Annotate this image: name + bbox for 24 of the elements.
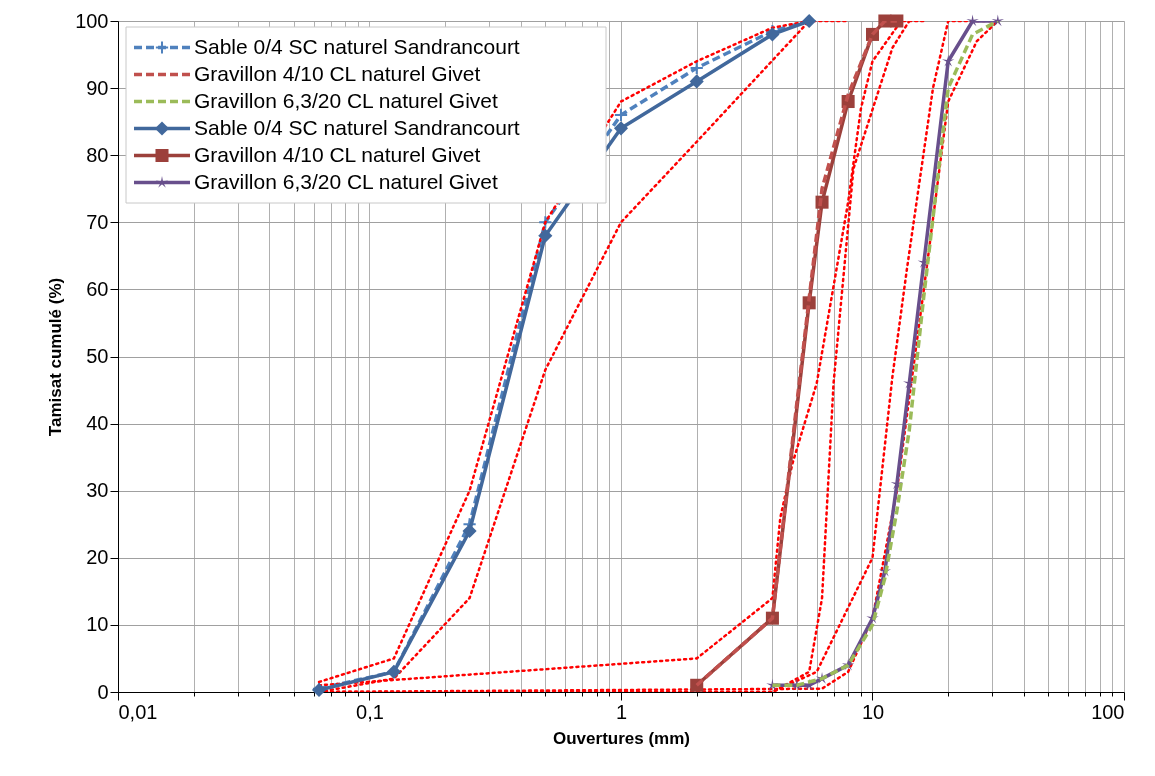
y-tick-label: 90 xyxy=(86,76,109,99)
x-tick-label: 1 xyxy=(615,700,628,723)
x-tick-label: 0,1 xyxy=(356,700,384,723)
y-tick-label: 70 xyxy=(86,210,109,233)
x-tick-label: 100 xyxy=(1091,700,1125,723)
legend-label: Sable 0/4 SC naturel Sandrancourt xyxy=(194,115,520,139)
y-tick-label: 50 xyxy=(86,345,109,367)
legend-label: Gravillon 6,3/20 CL naturel Givet xyxy=(194,169,499,193)
y-axis-title: Tamisat cumulé (%) xyxy=(46,277,66,437)
legend-label: Sable 0/4 SC naturel Sandrancourt xyxy=(194,34,520,58)
x-tick-label: 0,01 xyxy=(118,700,158,723)
y-tick-label: 80 xyxy=(86,143,109,166)
y-tick-label: 100 xyxy=(75,9,109,32)
y-tick-label: 10 xyxy=(86,613,109,636)
legend-label: Gravillon 4/10 CL naturel Givet xyxy=(194,142,481,166)
x-tick-label: 10 xyxy=(861,700,885,723)
y-tick-label: 60 xyxy=(86,277,109,300)
legend-label: Gravillon 6,3/20 CL naturel Givet xyxy=(194,88,499,112)
y-tick-label: 40 xyxy=(86,412,109,435)
y-tick-label: 20 xyxy=(86,546,109,569)
y-tick-label: 0 xyxy=(97,680,109,703)
legend-label: Gravillon 4/10 CL naturel Givet xyxy=(194,61,481,85)
x-axis-title: Ouvertures (mm) xyxy=(553,728,690,748)
y-tick-label: 30 xyxy=(86,479,109,502)
